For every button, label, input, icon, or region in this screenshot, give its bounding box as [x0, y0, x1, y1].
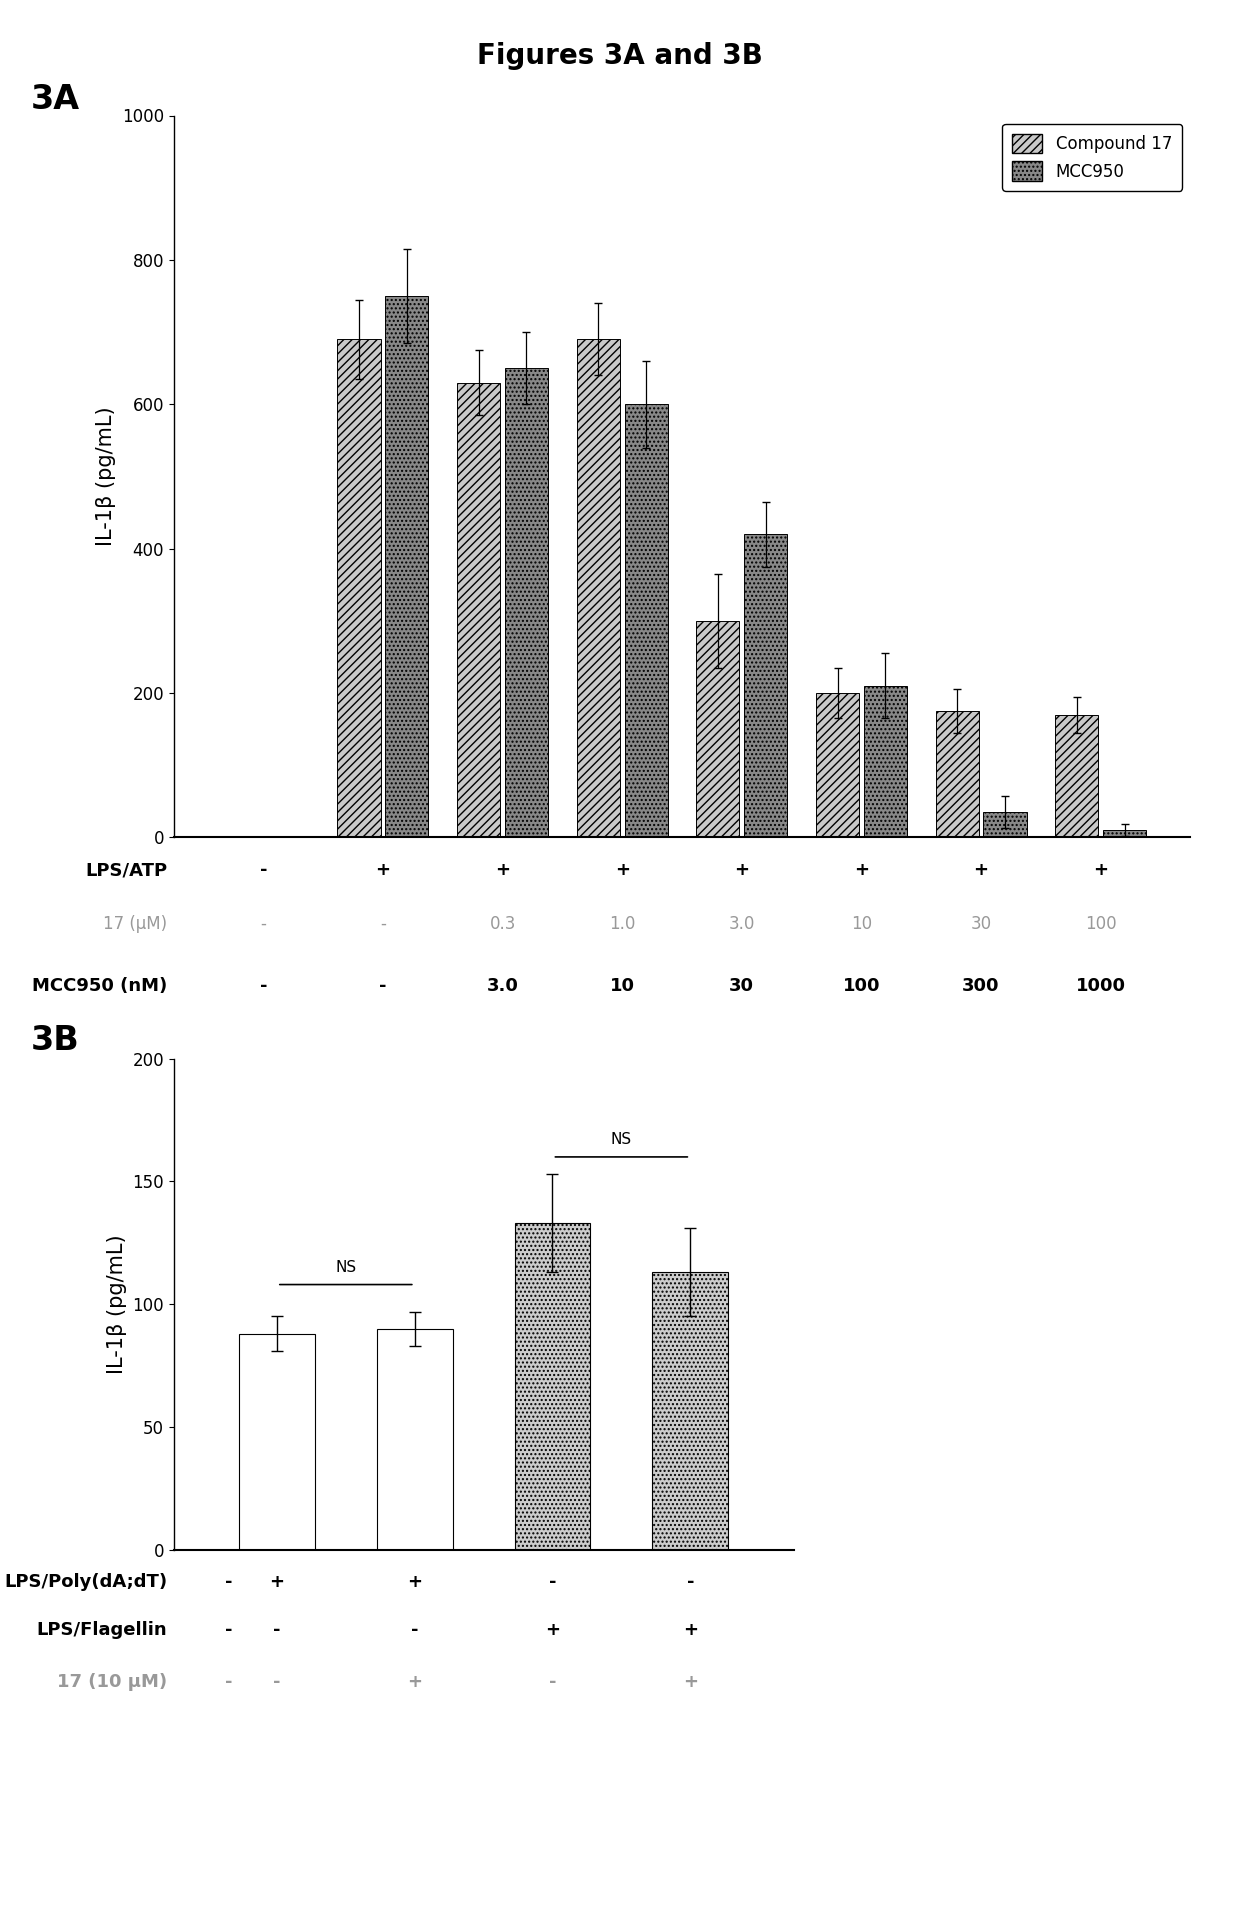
Text: +: + [683, 1621, 698, 1640]
Text: NS: NS [611, 1132, 632, 1147]
Text: +: + [407, 1573, 422, 1592]
Text: +: + [546, 1621, 560, 1640]
Y-axis label: IL-1β (pg/mL): IL-1β (pg/mL) [97, 406, 117, 547]
Bar [744, 533, 787, 837]
Text: LPS/ATP: LPS/ATP [86, 860, 167, 880]
Text: 1.0: 1.0 [609, 914, 635, 934]
Bar [625, 404, 667, 837]
Text: -: - [260, 914, 267, 934]
Text: -: - [224, 1621, 232, 1640]
Text: +: + [269, 1573, 284, 1592]
Text: +: + [683, 1673, 698, 1692]
Text: LPS/Flagellin: LPS/Flagellin [37, 1621, 167, 1640]
Text: -: - [687, 1573, 694, 1592]
Text: -: - [549, 1673, 557, 1692]
Text: 3B: 3B [31, 1024, 79, 1057]
Text: MCC950 (nM): MCC950 (nM) [32, 976, 167, 995]
Text: 3.0: 3.0 [729, 914, 755, 934]
Text: 100: 100 [843, 976, 880, 995]
Text: 300: 300 [962, 976, 999, 995]
Text: -: - [224, 1673, 232, 1692]
Legend: Compound 17, MCC950: Compound 17, MCC950 [1002, 123, 1182, 191]
Text: -: - [549, 1573, 557, 1592]
Bar [983, 812, 1027, 837]
Text: -: - [259, 860, 267, 880]
Text: 0.3: 0.3 [490, 914, 516, 934]
Bar [816, 693, 859, 837]
Text: LPS/Poly(dA;dT): LPS/Poly(dA;dT) [4, 1573, 167, 1592]
Text: Figures 3A and 3B: Figures 3A and 3B [477, 42, 763, 71]
Bar [337, 339, 381, 837]
Text: -: - [379, 914, 386, 934]
Bar [864, 685, 906, 837]
Text: 10: 10 [610, 976, 635, 995]
Text: +: + [734, 860, 749, 880]
Bar [377, 1328, 453, 1550]
Text: 17 (10 μM): 17 (10 μM) [57, 1673, 167, 1692]
Text: +: + [1094, 860, 1109, 880]
Text: -: - [379, 976, 387, 995]
Text: 30: 30 [729, 976, 754, 995]
Text: 1000: 1000 [1075, 976, 1126, 995]
Text: 10: 10 [851, 914, 872, 934]
Bar [697, 620, 739, 837]
Text: 3.0: 3.0 [486, 976, 518, 995]
Bar [577, 339, 620, 837]
Text: +: + [973, 860, 988, 880]
Text: +: + [615, 860, 630, 880]
Bar [458, 383, 500, 837]
Bar [652, 1272, 728, 1550]
Text: NS: NS [335, 1259, 356, 1274]
Text: 30: 30 [971, 914, 992, 934]
Bar [1055, 714, 1099, 837]
Bar [936, 710, 978, 837]
Bar [386, 296, 428, 837]
Bar [1104, 830, 1146, 837]
Text: +: + [407, 1673, 422, 1692]
Text: -: - [273, 1621, 280, 1640]
Text: -: - [259, 976, 267, 995]
Text: 100: 100 [1085, 914, 1116, 934]
Text: +: + [854, 860, 869, 880]
Text: -: - [224, 1573, 232, 1592]
Text: +: + [495, 860, 510, 880]
Text: 3A: 3A [31, 83, 81, 116]
Bar [505, 368, 548, 837]
Text: -: - [410, 1621, 418, 1640]
Bar [239, 1334, 315, 1550]
Text: +: + [376, 860, 391, 880]
Bar [515, 1222, 590, 1550]
Y-axis label: IL-1β (pg/mL): IL-1β (pg/mL) [107, 1234, 126, 1374]
Text: 17 (μM): 17 (μM) [103, 914, 167, 934]
Text: -: - [273, 1673, 280, 1692]
